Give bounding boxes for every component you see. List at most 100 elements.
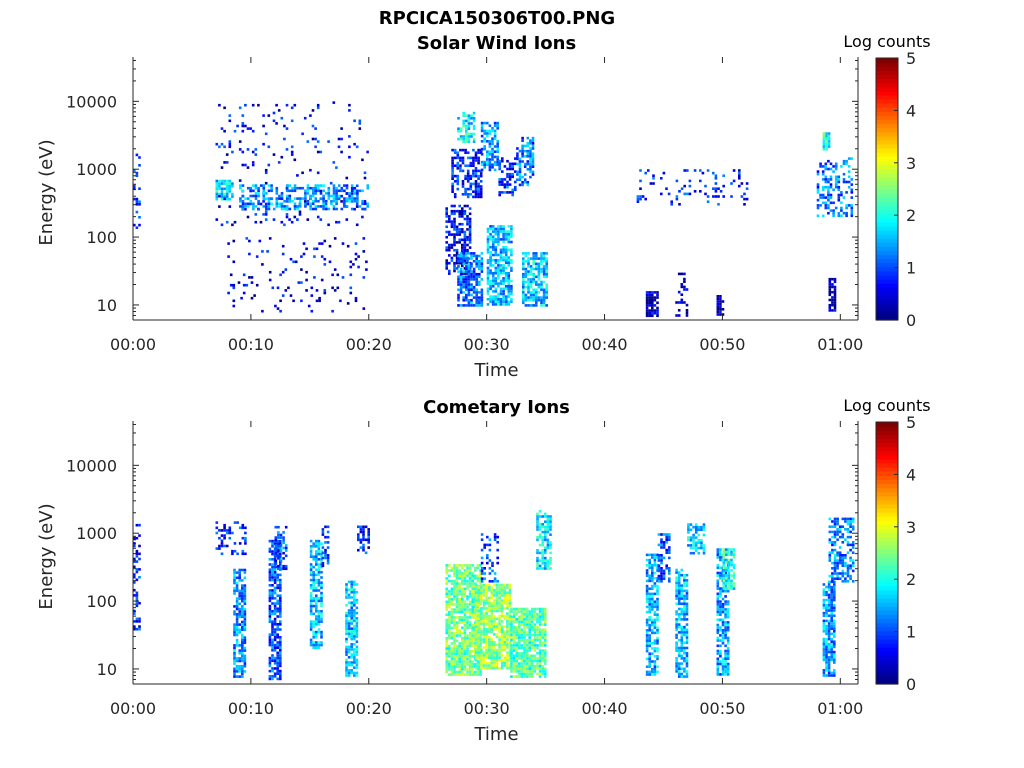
spectrogram-cell (516, 155, 519, 158)
spectrogram-cell (712, 171, 715, 175)
spectrogram-cell (719, 662, 722, 666)
spectrogram-cell (463, 649, 467, 653)
spectrogram-cell (315, 604, 318, 608)
spectrogram-cell (645, 644, 649, 648)
spectrogram-cell (345, 661, 348, 664)
spectrogram-cell (840, 209, 843, 212)
spectrogram-cell (448, 649, 451, 653)
spectrogram-cell (724, 613, 727, 616)
spectrogram-cell (536, 556, 539, 560)
spectrogram-cell (515, 646, 518, 650)
spectrogram-cell (238, 589, 241, 593)
spectrogram-cell (657, 574, 661, 578)
spectrogram-cell (685, 646, 689, 650)
spectrogram-cell (277, 531, 280, 534)
spectrogram-cell (714, 182, 718, 185)
spectrogram-cell (716, 295, 720, 298)
spectrogram-cell (355, 624, 359, 628)
spectrogram-cell (495, 659, 499, 662)
spectrogram-cell (458, 665, 461, 669)
spectrogram-cell (656, 556, 659, 559)
spectrogram-cell (462, 270, 465, 273)
spectrogram-cell (508, 653, 512, 657)
spectrogram-cell (479, 577, 482, 580)
spectrogram-cell (348, 197, 351, 200)
spectrogram-cell (271, 677, 274, 681)
spectrogram-cell (281, 244, 285, 248)
spectrogram-cell (472, 288, 476, 292)
spectrogram-cell (474, 591, 478, 595)
spectrogram-cell (133, 588, 136, 592)
spectrogram-cell (350, 630, 353, 633)
spectrogram-cell (459, 167, 462, 170)
spectrogram-cell (700, 525, 703, 529)
spectrogram-cell (356, 199, 359, 203)
spectrogram-cell (724, 644, 727, 648)
spectrogram-cell (487, 635, 491, 639)
spectrogram-cell (450, 225, 454, 229)
spectrogram-cell (350, 184, 354, 187)
spectrogram-cell (500, 620, 504, 623)
spectrogram-cell (738, 169, 741, 172)
spectrogram-cell (458, 209, 461, 213)
spectrogram-cell (233, 667, 236, 671)
spectrogram-cell (518, 175, 522, 179)
spectrogram-cell (518, 638, 521, 642)
spectrogram-cell (335, 189, 338, 193)
spectrogram-cell (284, 554, 288, 558)
spectrogram-cell (276, 539, 279, 543)
spectrogram-cell (527, 252, 530, 255)
spectrogram-cell (480, 293, 484, 297)
spectrogram-cell (829, 183, 833, 186)
spectrogram-cells (133, 101, 854, 318)
spectrogram-cell (683, 667, 686, 671)
spectrogram-cell (461, 590, 464, 593)
spectrogram-cell (238, 631, 241, 634)
spectrogram-cell (350, 645, 353, 649)
spectrogram-cell (463, 613, 467, 617)
spectrogram-cell (503, 643, 507, 647)
spectrogram-cell (536, 520, 539, 523)
spectrogram-cell (279, 586, 282, 590)
spectrogram-cell (268, 641, 272, 644)
spectrogram-cell (500, 599, 504, 602)
spectrogram-cell (271, 571, 274, 574)
spectrogram-cell (668, 569, 671, 573)
spectrogram-cell (724, 600, 727, 603)
spectrogram-cell (225, 220, 229, 224)
spectrogram-cell (345, 591, 348, 594)
spectrogram-cell (461, 649, 464, 653)
spectrogram-cell (223, 179, 226, 183)
spectrogram-cell (465, 296, 468, 299)
spectrogram-cell (719, 639, 722, 642)
spectrogram-cell (355, 583, 359, 586)
spectrogram-cell (490, 604, 494, 608)
spectrogram-cell (477, 161, 480, 165)
spectrogram-cell (220, 166, 224, 169)
spectrogram-cell (310, 309, 314, 313)
spectrogram-cell (465, 283, 468, 286)
spectrogram-cell (518, 654, 521, 658)
spectrogram-cell (458, 204, 461, 208)
spectrogram-cell (243, 646, 247, 650)
spectrogram-cell (296, 207, 299, 211)
spectrogram-cell (544, 631, 547, 634)
spectrogram-cell (828, 298, 832, 302)
spectrogram-cell (538, 667, 542, 671)
spectrogram-cell (355, 645, 359, 649)
spectrogram-cell (510, 240, 513, 244)
spectrogram-cell (480, 265, 484, 268)
spectrogram-cell (520, 633, 524, 637)
spectrogram-cell (845, 206, 848, 210)
spectrogram-cell (660, 546, 663, 549)
spectrogram-cell (328, 244, 332, 248)
spectrogram-cell (285, 127, 289, 130)
spectrogram-cell (656, 311, 659, 315)
spectrogram-cell (249, 189, 253, 193)
spectrogram-cell (457, 270, 460, 273)
spectrogram-cell (466, 228, 469, 231)
spectrogram-cell (840, 206, 843, 210)
spectrogram-cell (448, 574, 451, 578)
spectrogram-cell (847, 204, 851, 207)
spectrogram-cell (282, 536, 285, 539)
